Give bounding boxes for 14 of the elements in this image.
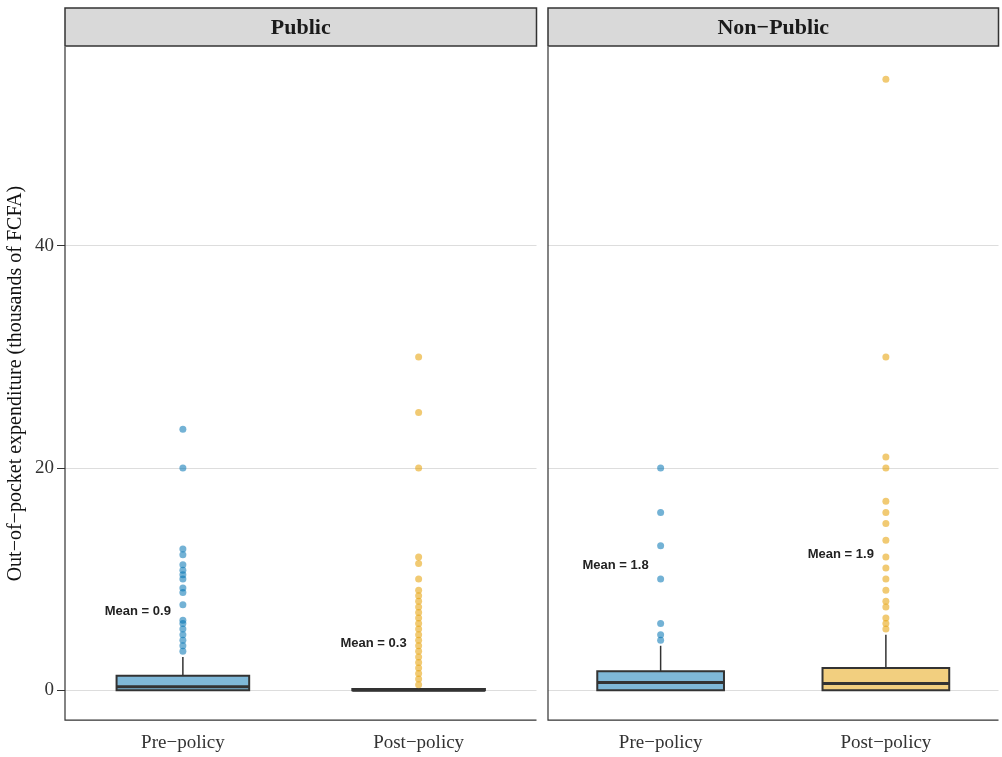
x-tick-label: Post−policy <box>373 730 465 752</box>
annotation: Mean = 1.9 <box>807 546 874 562</box>
y-tick-label: 0 <box>44 678 54 700</box>
x-tick-label: Post−policy <box>840 730 932 752</box>
annotation: Mean = 1.8 <box>582 557 649 573</box>
y-tick-label: 20 <box>35 456 54 478</box>
chart-title: Non−Public <box>717 13 830 39</box>
annotation: Mean = 0.3 <box>340 634 407 650</box>
annotation: Mean = 0.9 <box>104 603 171 619</box>
y-tick-label: 40 <box>35 233 54 255</box>
y-axis-title: Out−of−pocket expenditure (thousands of FCFA) <box>3 185 27 582</box>
chart-title: Public <box>270 13 331 39</box>
x-tick-label: Pre−policy <box>141 730 226 752</box>
x-tick-label: Pre−policy <box>618 730 703 752</box>
